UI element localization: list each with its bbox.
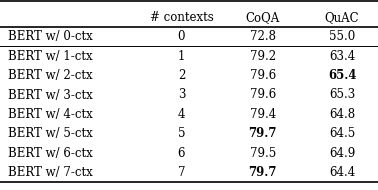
Text: 64.5: 64.5 <box>329 127 355 140</box>
Text: BERT w/ 2-ctx: BERT w/ 2-ctx <box>8 69 92 82</box>
Text: 79.5: 79.5 <box>249 147 276 160</box>
Text: 65.4: 65.4 <box>328 69 356 82</box>
Text: CoQA: CoQA <box>246 11 280 24</box>
Text: 79.2: 79.2 <box>249 50 276 63</box>
Text: 55.0: 55.0 <box>329 30 355 43</box>
Text: BERT w/ 3-ctx: BERT w/ 3-ctx <box>8 89 92 101</box>
Text: 63.4: 63.4 <box>329 50 355 63</box>
Text: 79.6: 79.6 <box>249 69 276 82</box>
Text: 64.8: 64.8 <box>329 108 355 121</box>
Text: 79.7: 79.7 <box>248 166 277 179</box>
Text: 79.4: 79.4 <box>249 108 276 121</box>
Text: 5: 5 <box>178 127 185 140</box>
Text: QuAC: QuAC <box>325 11 359 24</box>
Text: BERT w/ 4-ctx: BERT w/ 4-ctx <box>8 108 92 121</box>
Text: 79.7: 79.7 <box>248 127 277 140</box>
Text: BERT w/ 1-ctx: BERT w/ 1-ctx <box>8 50 92 63</box>
Text: 1: 1 <box>178 50 185 63</box>
Text: 64.9: 64.9 <box>329 147 355 160</box>
Text: # contexts: # contexts <box>150 11 213 24</box>
Text: 3: 3 <box>178 89 185 101</box>
Text: 7: 7 <box>178 166 185 179</box>
Text: BERT w/ 6-ctx: BERT w/ 6-ctx <box>8 147 92 160</box>
Text: 6: 6 <box>178 147 185 160</box>
Text: 4: 4 <box>178 108 185 121</box>
Text: BERT w/ 0-ctx: BERT w/ 0-ctx <box>8 30 92 43</box>
Text: 79.6: 79.6 <box>249 89 276 101</box>
Text: 65.3: 65.3 <box>329 89 355 101</box>
Text: BERT w/ 7-ctx: BERT w/ 7-ctx <box>8 166 92 179</box>
Text: 72.8: 72.8 <box>250 30 276 43</box>
Text: 2: 2 <box>178 69 185 82</box>
Text: BERT w/ 5-ctx: BERT w/ 5-ctx <box>8 127 92 140</box>
Text: 0: 0 <box>178 30 185 43</box>
Text: 64.4: 64.4 <box>329 166 355 179</box>
